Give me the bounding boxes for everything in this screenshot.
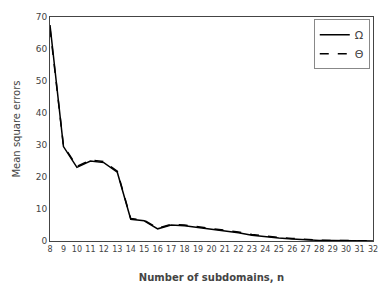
svg-text:31: 31 — [354, 245, 364, 254]
svg-text:13: 13 — [112, 245, 122, 254]
svg-text:30: 30 — [341, 245, 351, 254]
svg-text:9: 9 — [61, 245, 66, 254]
svg-text:19: 19 — [193, 245, 203, 254]
svg-text:28: 28 — [314, 245, 324, 254]
svg-text:30: 30 — [36, 140, 48, 150]
svg-text:10: 10 — [72, 245, 82, 254]
svg-text:Mean square errors: Mean square errors — [11, 80, 22, 177]
svg-text:Number of subdomains, n: Number of subdomains, n — [139, 272, 284, 283]
svg-text:20: 20 — [36, 172, 48, 182]
svg-text:Ω: Ω — [355, 29, 363, 42]
svg-text:10: 10 — [36, 204, 48, 214]
svg-text:18: 18 — [179, 245, 189, 254]
svg-text:Θ: Θ — [355, 48, 364, 61]
svg-text:14: 14 — [126, 245, 136, 254]
svg-text:32: 32 — [368, 245, 378, 254]
svg-text:0: 0 — [41, 236, 47, 246]
svg-text:22: 22 — [233, 245, 243, 254]
svg-text:50: 50 — [36, 76, 48, 86]
svg-text:12: 12 — [99, 245, 109, 254]
svg-text:15: 15 — [139, 245, 149, 254]
svg-text:21: 21 — [220, 245, 230, 254]
svg-text:11: 11 — [85, 245, 95, 254]
svg-text:27: 27 — [301, 245, 311, 254]
svg-text:24: 24 — [260, 245, 270, 254]
svg-text:8: 8 — [47, 245, 52, 254]
svg-text:70: 70 — [36, 12, 48, 22]
svg-text:25: 25 — [274, 245, 284, 254]
svg-text:20: 20 — [206, 245, 216, 254]
svg-text:16: 16 — [153, 245, 163, 254]
svg-text:29: 29 — [328, 245, 338, 254]
svg-text:23: 23 — [247, 245, 257, 254]
svg-text:26: 26 — [287, 245, 297, 254]
svg-text:60: 60 — [36, 44, 48, 54]
svg-text:17: 17 — [166, 245, 176, 254]
svg-text:40: 40 — [36, 108, 48, 118]
